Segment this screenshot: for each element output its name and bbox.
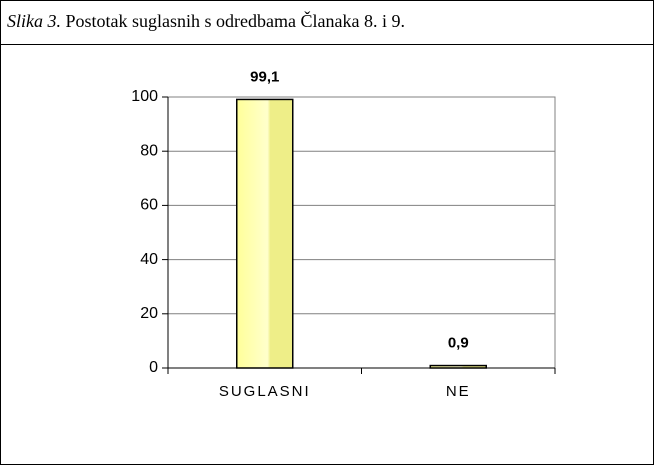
y-tick-label: 100 xyxy=(131,88,158,105)
y-tick-label: 0 xyxy=(149,359,158,376)
figure-label: Slika 3. xyxy=(7,11,61,31)
caption: Slika 3. Postotak suglasnih s odredbama … xyxy=(7,10,405,31)
y-tick-label: 40 xyxy=(140,251,158,268)
chart-title: Postotak suglasnih s odredbama Članaka 8… xyxy=(66,10,405,31)
value-label: 99,1 xyxy=(250,68,279,85)
bar xyxy=(236,98,294,369)
y-tick-label: 80 xyxy=(140,142,158,159)
y-tick-label: 60 xyxy=(140,197,158,214)
bar xyxy=(429,364,487,369)
value-label: 0,9 xyxy=(448,335,469,352)
y-tick-label: 20 xyxy=(140,305,158,322)
x-tick-label: SUGLASNI xyxy=(219,383,311,400)
x-tick-label: NE xyxy=(446,383,471,400)
